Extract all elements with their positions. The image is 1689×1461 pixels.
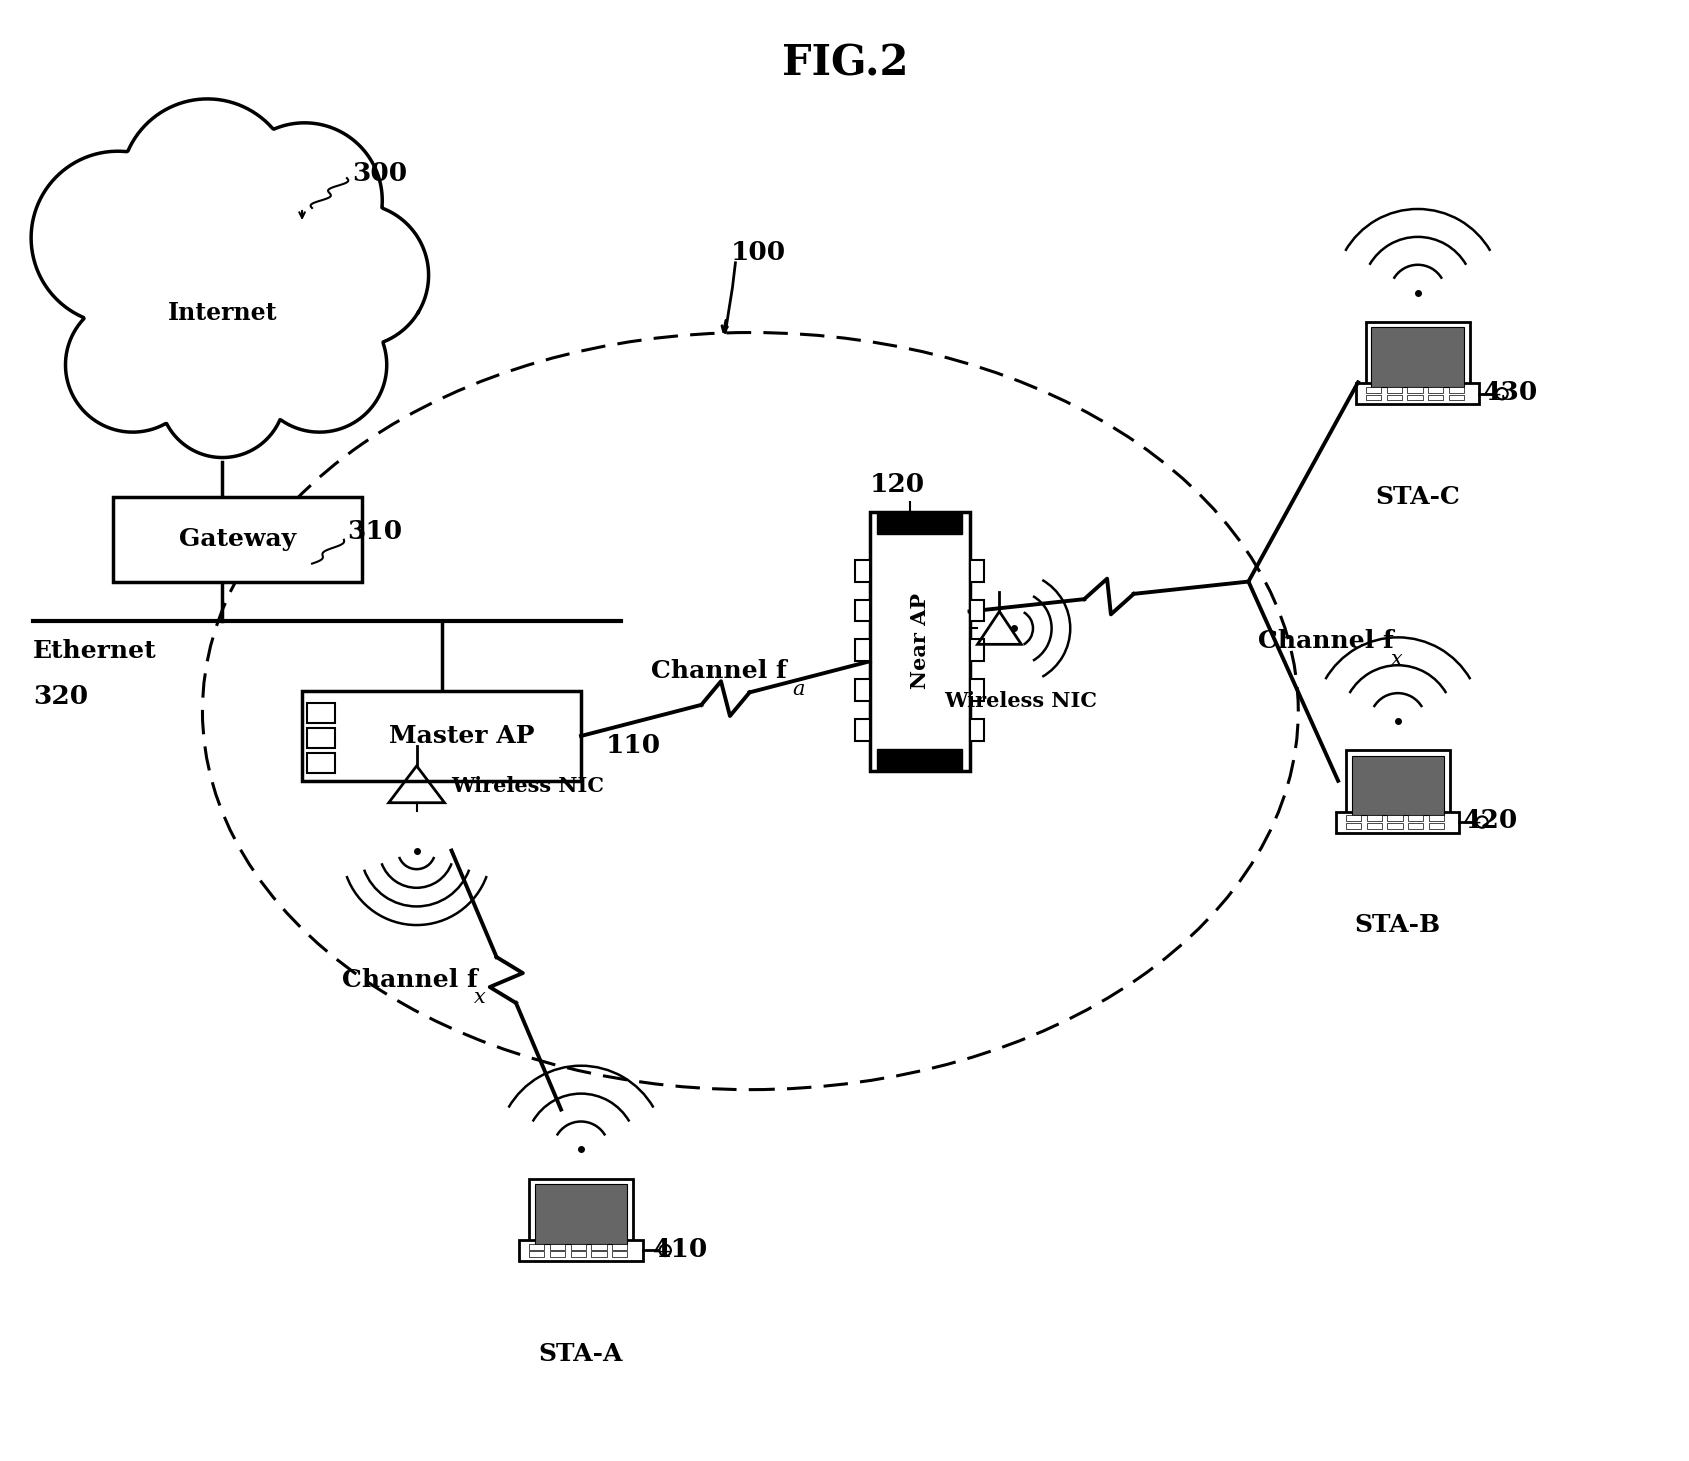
Circle shape bbox=[659, 1245, 671, 1256]
FancyBboxPatch shape bbox=[1427, 387, 1442, 393]
Circle shape bbox=[66, 156, 378, 469]
FancyBboxPatch shape bbox=[529, 1179, 633, 1249]
FancyBboxPatch shape bbox=[611, 1252, 627, 1256]
Text: 320: 320 bbox=[34, 684, 88, 709]
FancyBboxPatch shape bbox=[1336, 812, 1459, 833]
FancyBboxPatch shape bbox=[1407, 387, 1422, 393]
Text: Channel f: Channel f bbox=[341, 969, 478, 992]
Text: STA-A: STA-A bbox=[539, 1341, 623, 1366]
FancyBboxPatch shape bbox=[855, 640, 870, 662]
Circle shape bbox=[1495, 389, 1507, 399]
FancyBboxPatch shape bbox=[855, 679, 870, 701]
FancyBboxPatch shape bbox=[113, 497, 361, 581]
FancyBboxPatch shape bbox=[1366, 815, 1382, 821]
FancyBboxPatch shape bbox=[969, 719, 985, 741]
Circle shape bbox=[1476, 817, 1486, 828]
FancyBboxPatch shape bbox=[1447, 387, 1463, 393]
Text: 420: 420 bbox=[1461, 808, 1517, 833]
FancyBboxPatch shape bbox=[1371, 327, 1463, 387]
FancyBboxPatch shape bbox=[855, 719, 870, 741]
FancyBboxPatch shape bbox=[1365, 387, 1380, 393]
Circle shape bbox=[30, 150, 204, 324]
FancyBboxPatch shape bbox=[534, 1185, 627, 1243]
FancyBboxPatch shape bbox=[969, 679, 985, 701]
FancyBboxPatch shape bbox=[1429, 823, 1444, 828]
FancyBboxPatch shape bbox=[1387, 815, 1402, 821]
FancyBboxPatch shape bbox=[302, 691, 581, 780]
FancyBboxPatch shape bbox=[1385, 394, 1400, 400]
FancyBboxPatch shape bbox=[529, 1243, 544, 1249]
Text: 100: 100 bbox=[730, 240, 785, 266]
Text: STA-B: STA-B bbox=[1355, 913, 1441, 938]
Polygon shape bbox=[30, 99, 429, 457]
FancyBboxPatch shape bbox=[1385, 387, 1400, 393]
Text: x: x bbox=[475, 989, 486, 1008]
Circle shape bbox=[252, 298, 387, 432]
Text: STA-C: STA-C bbox=[1375, 485, 1459, 508]
FancyBboxPatch shape bbox=[307, 752, 334, 773]
Text: Gateway: Gateway bbox=[179, 527, 296, 551]
FancyBboxPatch shape bbox=[877, 749, 961, 771]
FancyBboxPatch shape bbox=[1365, 321, 1469, 393]
Text: Near AP: Near AP bbox=[909, 593, 929, 690]
Text: Master AP: Master AP bbox=[388, 725, 534, 748]
FancyBboxPatch shape bbox=[1365, 394, 1380, 400]
FancyBboxPatch shape bbox=[307, 728, 334, 748]
Text: Internet: Internet bbox=[167, 301, 277, 324]
Text: 110: 110 bbox=[606, 733, 660, 758]
Text: Channel f: Channel f bbox=[1258, 630, 1393, 653]
FancyBboxPatch shape bbox=[877, 511, 961, 533]
FancyBboxPatch shape bbox=[519, 1240, 642, 1261]
FancyBboxPatch shape bbox=[1366, 823, 1382, 828]
FancyBboxPatch shape bbox=[1387, 823, 1402, 828]
FancyBboxPatch shape bbox=[1407, 815, 1422, 821]
Text: 410: 410 bbox=[652, 1236, 708, 1261]
Text: 430: 430 bbox=[1481, 380, 1537, 405]
Circle shape bbox=[285, 203, 429, 346]
FancyBboxPatch shape bbox=[1344, 823, 1360, 828]
FancyBboxPatch shape bbox=[855, 599, 870, 621]
FancyBboxPatch shape bbox=[571, 1243, 586, 1249]
Text: 120: 120 bbox=[870, 472, 924, 497]
FancyBboxPatch shape bbox=[1344, 815, 1360, 821]
Circle shape bbox=[120, 99, 294, 272]
Text: x: x bbox=[1390, 650, 1402, 669]
FancyBboxPatch shape bbox=[870, 511, 969, 771]
FancyBboxPatch shape bbox=[307, 703, 334, 723]
Text: Channel f: Channel f bbox=[650, 659, 785, 684]
FancyBboxPatch shape bbox=[1407, 823, 1422, 828]
FancyBboxPatch shape bbox=[969, 560, 985, 581]
Circle shape bbox=[226, 123, 382, 278]
FancyBboxPatch shape bbox=[529, 1252, 544, 1256]
FancyBboxPatch shape bbox=[1351, 755, 1444, 815]
Text: a: a bbox=[792, 679, 804, 698]
FancyBboxPatch shape bbox=[969, 640, 985, 662]
FancyBboxPatch shape bbox=[591, 1252, 606, 1256]
FancyBboxPatch shape bbox=[1447, 394, 1463, 400]
FancyBboxPatch shape bbox=[549, 1252, 564, 1256]
Text: 310: 310 bbox=[346, 519, 402, 545]
FancyBboxPatch shape bbox=[1356, 383, 1478, 405]
Circle shape bbox=[159, 332, 285, 457]
FancyBboxPatch shape bbox=[1407, 394, 1422, 400]
FancyBboxPatch shape bbox=[571, 1252, 586, 1256]
FancyBboxPatch shape bbox=[1344, 749, 1449, 821]
FancyBboxPatch shape bbox=[1427, 394, 1442, 400]
Text: Wireless NIC: Wireless NIC bbox=[451, 776, 605, 796]
FancyBboxPatch shape bbox=[611, 1243, 627, 1249]
Text: Wireless NIC: Wireless NIC bbox=[944, 691, 1096, 712]
FancyBboxPatch shape bbox=[591, 1243, 606, 1249]
Circle shape bbox=[66, 298, 199, 432]
Text: Ethernet: Ethernet bbox=[34, 640, 157, 663]
FancyBboxPatch shape bbox=[549, 1243, 564, 1249]
FancyBboxPatch shape bbox=[969, 599, 985, 621]
FancyBboxPatch shape bbox=[1429, 815, 1444, 821]
Text: FIG.2: FIG.2 bbox=[782, 42, 907, 85]
Text: 300: 300 bbox=[351, 161, 407, 186]
FancyBboxPatch shape bbox=[855, 560, 870, 581]
